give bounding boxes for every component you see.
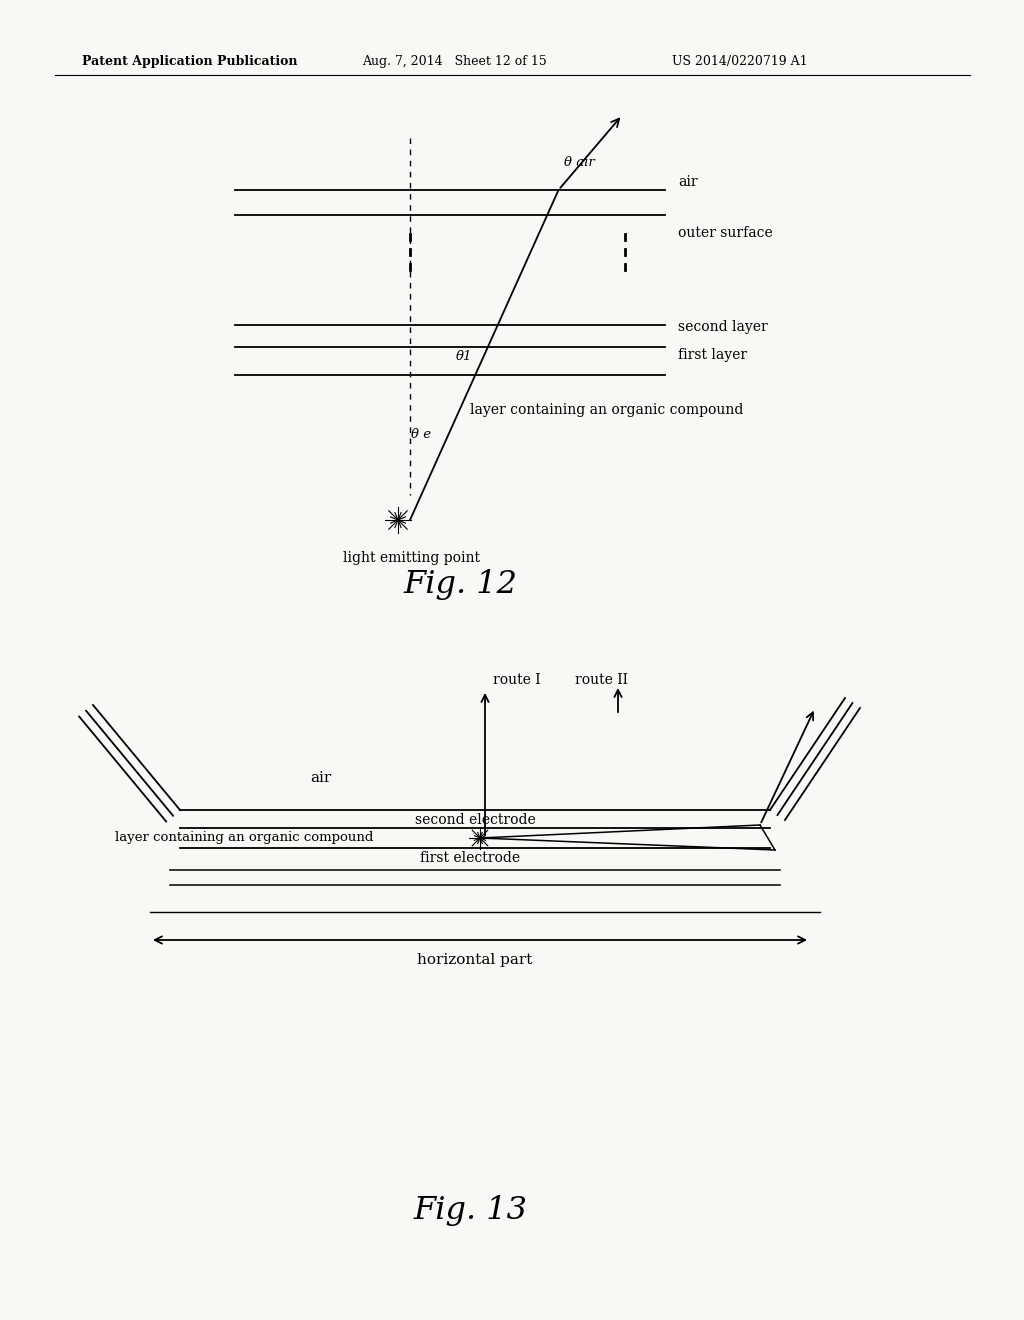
- Text: Fig. 12: Fig. 12: [403, 569, 517, 601]
- Text: air: air: [678, 176, 697, 189]
- Text: θ1: θ1: [456, 351, 472, 363]
- Text: first electrode: first electrode: [420, 851, 520, 865]
- Text: US 2014/0220719 A1: US 2014/0220719 A1: [672, 55, 808, 69]
- Text: θ air: θ air: [564, 156, 595, 169]
- Text: light emitting point: light emitting point: [343, 550, 480, 565]
- Text: horizontal part: horizontal part: [418, 953, 532, 968]
- Text: route I: route I: [493, 673, 541, 686]
- Text: Patent Application Publication: Patent Application Publication: [82, 55, 298, 69]
- Text: outer surface: outer surface: [678, 226, 773, 240]
- Text: layer containing an organic compound: layer containing an organic compound: [115, 830, 374, 843]
- Text: route II: route II: [575, 673, 628, 686]
- Text: Aug. 7, 2014   Sheet 12 of 15: Aug. 7, 2014 Sheet 12 of 15: [362, 55, 547, 69]
- Text: Fig. 13: Fig. 13: [413, 1195, 527, 1225]
- Text: first layer: first layer: [678, 348, 748, 362]
- Text: second electrode: second electrode: [415, 813, 536, 828]
- Text: layer containing an organic compound: layer containing an organic compound: [470, 403, 743, 417]
- Text: θ e: θ e: [411, 429, 431, 441]
- Text: second layer: second layer: [678, 319, 768, 334]
- Text: air: air: [310, 771, 331, 784]
